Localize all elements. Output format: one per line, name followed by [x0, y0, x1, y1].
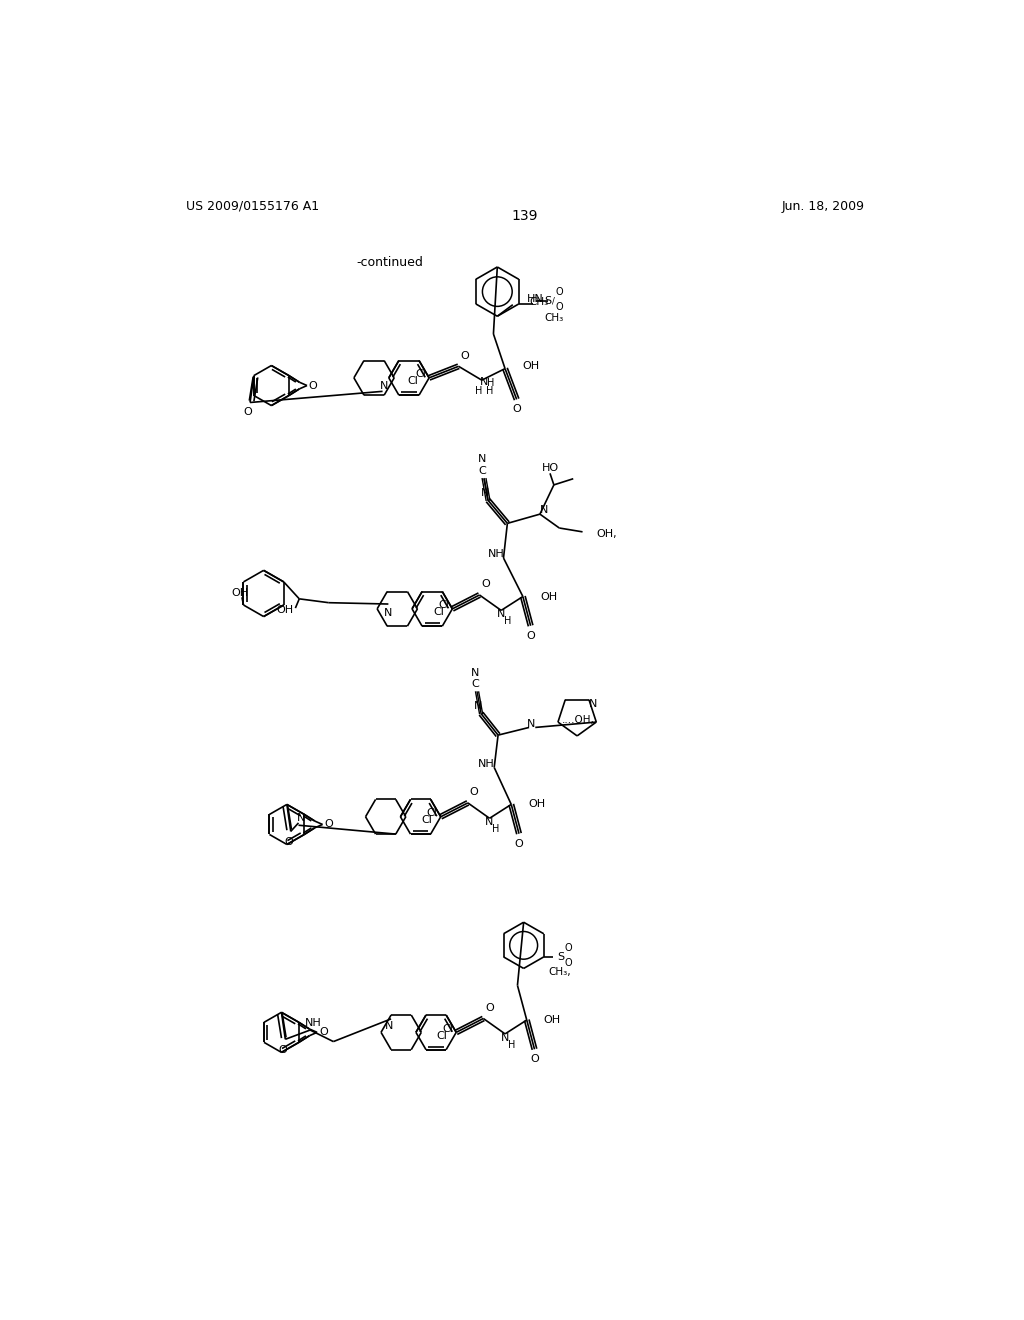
- Text: NH: NH: [487, 549, 504, 560]
- Text: O: O: [555, 286, 563, 297]
- Text: OH: OH: [544, 1015, 561, 1026]
- Text: O: O: [470, 787, 478, 797]
- Text: HO: HO: [542, 463, 558, 473]
- Text: N: N: [380, 381, 388, 391]
- Text: H: H: [487, 379, 495, 388]
- Text: OH: OH: [231, 587, 248, 598]
- Text: Cl: Cl: [415, 370, 426, 379]
- Text: O: O: [309, 380, 317, 391]
- Text: O: O: [565, 942, 572, 953]
- Text: H: H: [508, 1040, 515, 1049]
- Text: NH: NH: [478, 759, 495, 768]
- Text: O: O: [526, 631, 535, 640]
- Text: 139: 139: [512, 209, 538, 223]
- Text: O: O: [279, 1045, 288, 1055]
- Text: O: O: [325, 820, 333, 829]
- Text: O: O: [284, 837, 293, 847]
- Text: N: N: [385, 1020, 394, 1031]
- Text: N: N: [474, 701, 482, 711]
- Text: N: N: [501, 1032, 509, 1043]
- Text: /: /: [552, 297, 555, 305]
- Text: H: H: [493, 824, 500, 834]
- Text: N: N: [540, 506, 548, 515]
- Text: US 2009/0155176 A1: US 2009/0155176 A1: [186, 199, 319, 213]
- Text: O: O: [461, 351, 469, 360]
- Text: O: O: [318, 1027, 328, 1038]
- Text: H: H: [485, 385, 494, 396]
- Text: CH₃,: CH₃,: [548, 968, 570, 977]
- Text: O: O: [555, 302, 563, 312]
- Text: C: C: [478, 466, 485, 477]
- Text: H: H: [475, 385, 482, 396]
- Text: -continued: -continued: [356, 256, 424, 269]
- Text: CH₃: CH₃: [544, 313, 563, 323]
- Text: HN: HN: [526, 293, 544, 304]
- Text: Cl: Cl: [437, 1031, 447, 1041]
- Text: N: N: [297, 813, 305, 822]
- Text: N: N: [480, 376, 488, 387]
- Text: S: S: [557, 952, 564, 962]
- Text: O: O: [565, 958, 572, 968]
- Text: O: O: [515, 838, 523, 849]
- Text: S: S: [544, 296, 551, 306]
- Text: N: N: [471, 668, 479, 677]
- Text: O: O: [244, 407, 252, 417]
- Text: Cl: Cl: [427, 808, 437, 818]
- Text: ....OH,: ....OH,: [562, 714, 595, 725]
- Text: Cl: Cl: [421, 816, 432, 825]
- Text: OH: OH: [276, 605, 294, 615]
- Text: O: O: [512, 404, 521, 413]
- Text: OH: OH: [528, 800, 546, 809]
- Text: CH₃: CH₃: [529, 297, 549, 306]
- Text: N: N: [384, 609, 392, 618]
- Text: Jun. 18, 2009: Jun. 18, 2009: [781, 199, 864, 213]
- Text: N: N: [527, 719, 536, 730]
- Text: N: N: [589, 698, 597, 709]
- Text: NH: NH: [305, 1018, 322, 1028]
- Text: C: C: [471, 680, 478, 689]
- Text: OH,: OH,: [597, 529, 617, 539]
- Text: Cl: Cl: [438, 601, 450, 610]
- Text: N: N: [480, 487, 489, 498]
- Text: O: O: [481, 579, 490, 589]
- Text: O: O: [485, 1003, 494, 1012]
- Text: O: O: [530, 1055, 539, 1064]
- Text: N: N: [477, 454, 486, 465]
- Text: N: N: [497, 610, 506, 619]
- Text: Cl: Cl: [442, 1024, 454, 1034]
- Text: N: N: [485, 817, 494, 828]
- Text: Cl: Cl: [433, 607, 443, 618]
- Text: OH: OH: [540, 591, 557, 602]
- Text: Cl: Cl: [408, 376, 418, 387]
- Text: OH: OH: [522, 362, 540, 371]
- Text: H: H: [504, 616, 511, 626]
